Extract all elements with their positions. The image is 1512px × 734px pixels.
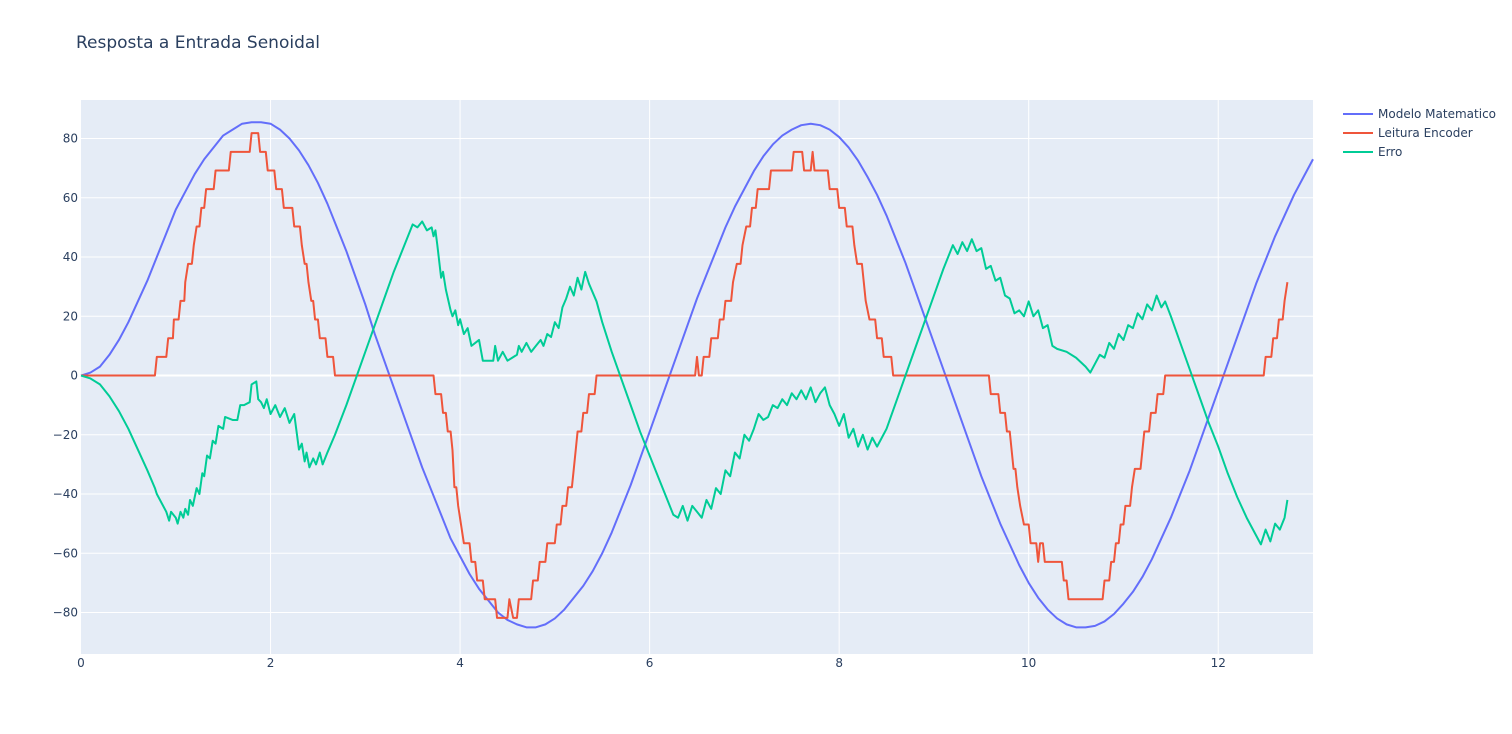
plot-background — [81, 100, 1313, 654]
x-tick-label: 0 — [77, 656, 85, 670]
gridlines — [81, 100, 1313, 654]
legend-label: Erro — [1378, 145, 1402, 159]
series-line-0 — [80, 121, 1314, 629]
legend-item[interactable]: Modelo Matematico — [1343, 107, 1496, 121]
y-tick-label: 0 — [70, 369, 78, 383]
series-line-1 — [81, 132, 1289, 619]
y-tick-label: −20 — [53, 428, 78, 442]
series-line-2 — [80, 220, 1289, 546]
x-tick-label: 2 — [267, 656, 275, 670]
legend-label: Leitura Encoder — [1378, 126, 1473, 140]
y-tick-label: 40 — [63, 250, 78, 264]
legend-item[interactable]: Leitura Encoder — [1343, 126, 1473, 140]
axis-ticks: 0 2 4 6 8 10 12 −80 −60 −40 −20 0 20 40 60 80 — [53, 132, 1226, 670]
x-tick-label: 4 — [456, 656, 464, 670]
legend[interactable]: Modelo Matematico Leitura Encoder Erro — [1343, 107, 1496, 159]
legend-label: Modelo Matematico — [1378, 107, 1496, 121]
legend-item[interactable]: Erro — [1343, 145, 1402, 159]
y-tick-label: −60 — [53, 546, 78, 560]
x-tick-label: 12 — [1211, 656, 1226, 670]
x-tick-label: 10 — [1021, 656, 1036, 670]
chart-title: Resposta a Entrada Senoidal — [76, 33, 321, 53]
x-tick-label: 8 — [835, 656, 843, 670]
y-tick-label: −80 — [53, 606, 78, 620]
y-tick-label: 60 — [63, 191, 78, 205]
x-tick-label: 6 — [646, 656, 654, 670]
series-lines — [80, 121, 1314, 629]
y-tick-label: −40 — [53, 487, 78, 501]
y-tick-label: 80 — [63, 132, 78, 146]
y-tick-label: 20 — [63, 309, 78, 323]
